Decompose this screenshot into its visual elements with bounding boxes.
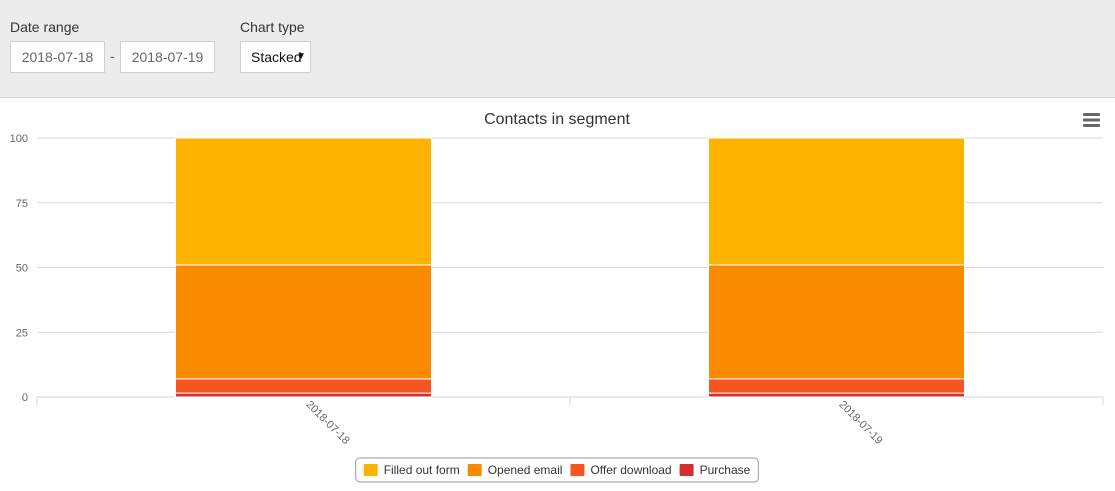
y-tick-label: 25	[16, 327, 28, 339]
chart-type-value: Stacked	[251, 49, 302, 65]
legend-swatch	[679, 464, 694, 476]
date-from-input[interactable]: 2018-07-18	[10, 41, 105, 73]
legend-label: Offer download	[590, 463, 671, 477]
legend-item[interactable]: Filled out form	[363, 463, 460, 477]
chart-type-label: Chart type	[240, 19, 305, 35]
bars	[175, 137, 965, 398]
bar-segment[interactable]	[708, 264, 965, 380]
legend-item[interactable]: Offer download	[570, 463, 672, 477]
y-tick-label: 50	[16, 263, 28, 275]
y-tick-label: 0	[22, 392, 28, 404]
legend-item[interactable]: Opened email	[467, 463, 563, 477]
bar-segment[interactable]	[708, 378, 965, 394]
bar-segment[interactable]	[708, 137, 965, 266]
bar-segment[interactable]	[175, 264, 432, 380]
y-tick-label: 75	[16, 198, 28, 210]
date-separator: -	[110, 48, 115, 64]
chart-title: Contacts in segment	[484, 111, 630, 128]
y-tick-label: 100	[10, 133, 28, 145]
chevron-down-icon: ▼	[296, 51, 306, 62]
date-to-input[interactable]: 2018-07-19	[120, 41, 215, 73]
legend[interactable]: Filled out form Opened email Offer downloa…	[355, 457, 759, 483]
x-tick-label: 2018-07-19	[836, 399, 884, 447]
legend-box	[355, 457, 759, 483]
legend-label: Purchase	[700, 463, 751, 477]
legend-label: Filled out form	[384, 463, 460, 477]
legend-swatch	[363, 464, 378, 476]
legend-label: Opened email	[488, 463, 563, 477]
bar-segment[interactable]	[175, 378, 432, 394]
chart-menu-icon[interactable]	[1083, 113, 1100, 127]
date-range-label: Date range	[10, 19, 80, 35]
bar-segment[interactable]	[175, 137, 432, 266]
legend-swatch	[570, 464, 585, 476]
bar-segment[interactable]	[175, 392, 432, 398]
bar-segment[interactable]	[708, 392, 965, 398]
filter-bar: Date range 2018-07-18 - 2018-07-19 Chart…	[0, 0, 1115, 98]
x-tick-label: 2018-07-18	[303, 399, 351, 447]
chart: Contacts in segment 0 25 50 75 100 2018-07-18…	[10, 111, 1104, 483]
legend-item[interactable]: Purchase	[679, 463, 751, 477]
legend-swatch	[467, 464, 482, 476]
chart-type-select[interactable]: Stacked ▼	[240, 41, 311, 73]
